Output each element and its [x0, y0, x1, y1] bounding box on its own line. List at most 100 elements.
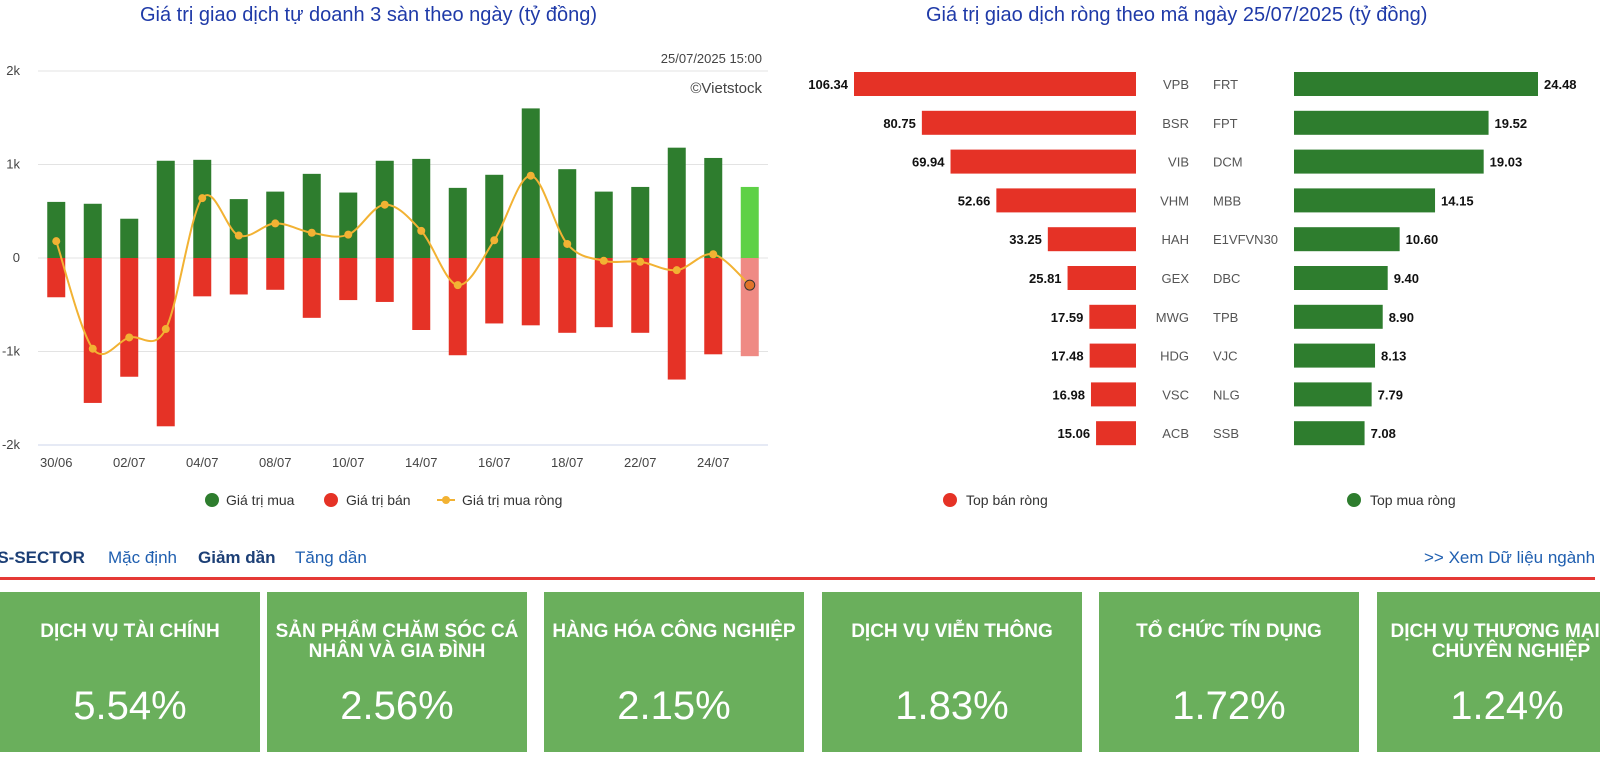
- sort-default-option[interactable]: Mặc định: [108, 548, 177, 567]
- sell-bar[interactable]: [594, 258, 613, 328]
- sell-bar[interactable]: [667, 258, 686, 380]
- buy-bar[interactable]: [120, 218, 139, 258]
- sell-bar[interactable]: [302, 258, 321, 318]
- sell-bar[interactable]: [631, 258, 650, 333]
- net-buy-point[interactable]: [380, 200, 389, 209]
- legend-item-net[interactable]: Giá trị mua ròng: [437, 492, 562, 508]
- sector-card[interactable]: DỊCH VỤ TÀI CHÍNH 5.54%: [0, 592, 260, 752]
- sell-bar[interactable]: [485, 258, 504, 324]
- net-buy-point[interactable]: [636, 257, 645, 266]
- buy-bar[interactable]: [339, 192, 358, 258]
- sector-card[interactable]: SẢN PHẨM CHĂM SÓC CÁ NHÂN VÀ GIA ĐÌNH 2.…: [267, 592, 527, 752]
- buy-bar[interactable]: [156, 160, 175, 258]
- buy-bar[interactable]: [302, 173, 321, 258]
- buy-stock-code[interactable]: FRT: [1213, 77, 1238, 92]
- sell-stock-code[interactable]: VSC: [1162, 387, 1189, 402]
- buy-stock-code[interactable]: SSB: [1213, 426, 1239, 441]
- net-buy-point[interactable]: [198, 194, 207, 203]
- sell-net-bar[interactable]: [854, 72, 1136, 96]
- sell-bar[interactable]: [266, 258, 285, 290]
- sell-net-bar[interactable]: [921, 110, 1136, 135]
- buy-stock-code[interactable]: VJC: [1213, 349, 1238, 364]
- sort-descending-option[interactable]: Giảm dần: [198, 548, 276, 567]
- buy-stock-code[interactable]: E1VFVN30: [1213, 232, 1278, 247]
- sell-stock-code[interactable]: HDG: [1160, 349, 1189, 364]
- buy-bar[interactable]: [704, 157, 723, 258]
- net-buy-point[interactable]: [88, 344, 97, 353]
- sell-net-bar[interactable]: [1047, 227, 1136, 252]
- net-buy-point[interactable]: [307, 228, 316, 237]
- sell-stock-code[interactable]: BSR: [1162, 116, 1189, 131]
- sell-bar[interactable]: [704, 258, 723, 355]
- sell-net-bar[interactable]: [1096, 421, 1136, 446]
- sell-bar[interactable]: [339, 258, 358, 301]
- net-buy-point[interactable]: [453, 281, 462, 290]
- sell-bar[interactable]: [156, 258, 175, 427]
- buy-bar[interactable]: [47, 201, 66, 258]
- sell-bar[interactable]: [229, 258, 248, 295]
- buy-stock-code[interactable]: DBC: [1213, 271, 1240, 286]
- buy-net-bar[interactable]: [1294, 304, 1383, 329]
- buy-stock-code[interactable]: NLG: [1213, 387, 1240, 402]
- buy-net-bar[interactable]: [1294, 227, 1400, 252]
- net-buy-point[interactable]: [344, 230, 353, 239]
- net-buy-point[interactable]: [744, 279, 756, 291]
- net-buy-point[interactable]: [52, 237, 61, 246]
- buy-bar[interactable]: [594, 191, 613, 258]
- net-buy-point[interactable]: [234, 231, 243, 240]
- buy-bar[interactable]: [740, 186, 759, 258]
- net-buy-point[interactable]: [672, 266, 681, 275]
- net-buy-point[interactable]: [125, 333, 134, 342]
- sell-stock-code[interactable]: MWG: [1156, 310, 1189, 325]
- sell-bar[interactable]: [412, 258, 431, 330]
- sector-card[interactable]: HÀNG HÓA CÔNG NGHIỆP 2.15%: [544, 592, 804, 752]
- buy-bar[interactable]: [229, 199, 248, 258]
- net-buy-point[interactable]: [271, 219, 280, 228]
- sell-stock-code[interactable]: VIB: [1168, 155, 1189, 170]
- buy-stock-code[interactable]: MBB: [1213, 193, 1241, 208]
- buy-stock-code[interactable]: DCM: [1213, 155, 1243, 170]
- sell-net-bar[interactable]: [1067, 266, 1136, 290]
- net-buy-point[interactable]: [161, 325, 170, 334]
- buy-stock-code[interactable]: TPB: [1213, 310, 1238, 325]
- buy-net-bar[interactable]: [1294, 421, 1365, 446]
- sell-bar[interactable]: [740, 258, 759, 357]
- sell-bar[interactable]: [558, 258, 577, 333]
- sell-bar[interactable]: [120, 258, 139, 377]
- buy-net-bar[interactable]: [1294, 110, 1489, 135]
- sell-net-bar[interactable]: [1089, 343, 1136, 368]
- buy-net-bar[interactable]: [1294, 188, 1436, 213]
- view-sector-data-link[interactable]: >> Xem Dữ liệu ngành: [1424, 548, 1596, 567]
- buy-net-bar[interactable]: [1294, 382, 1372, 407]
- buy-stock-code[interactable]: FPT: [1213, 116, 1238, 131]
- legend-item-top-buy[interactable]: Top mua ròng: [1347, 492, 1456, 508]
- sell-stock-code[interactable]: VPB: [1163, 77, 1189, 92]
- buy-bar[interactable]: [667, 147, 686, 258]
- sell-stock-code[interactable]: HAH: [1162, 232, 1189, 247]
- buy-bar[interactable]: [412, 158, 431, 258]
- sell-stock-code[interactable]: ACB: [1162, 426, 1189, 441]
- buy-net-bar[interactable]: [1294, 72, 1538, 96]
- sell-bar[interactable]: [448, 258, 467, 356]
- sell-bar[interactable]: [375, 258, 394, 302]
- sector-card[interactable]: TỔ CHỨC TÍN DỤNG 1.72%: [1099, 592, 1359, 752]
- net-buy-point[interactable]: [490, 236, 499, 245]
- net-buy-point[interactable]: [599, 256, 608, 265]
- sort-ascending-option[interactable]: Tăng dần: [295, 548, 367, 567]
- legend-item-sell[interactable]: Giá trị bán: [324, 492, 411, 508]
- sell-net-bar[interactable]: [1089, 304, 1136, 329]
- buy-bar[interactable]: [485, 174, 504, 258]
- sell-net-bar[interactable]: [1090, 382, 1136, 407]
- buy-bar[interactable]: [83, 203, 102, 258]
- net-buy-point[interactable]: [563, 239, 572, 248]
- net-buy-point[interactable]: [526, 171, 535, 180]
- buy-net-bar[interactable]: [1294, 343, 1376, 368]
- buy-net-bar[interactable]: [1294, 149, 1484, 174]
- buy-bar[interactable]: [193, 159, 212, 258]
- buy-net-bar[interactable]: [1294, 266, 1388, 290]
- legend-item-buy[interactable]: Giá trị mua: [205, 492, 295, 508]
- sector-card[interactable]: DỊCH VỤ VIỄN THÔNG 1.83%: [822, 592, 1082, 752]
- buy-bar[interactable]: [521, 108, 540, 259]
- buy-bar[interactable]: [631, 186, 650, 258]
- net-buy-point[interactable]: [709, 250, 718, 259]
